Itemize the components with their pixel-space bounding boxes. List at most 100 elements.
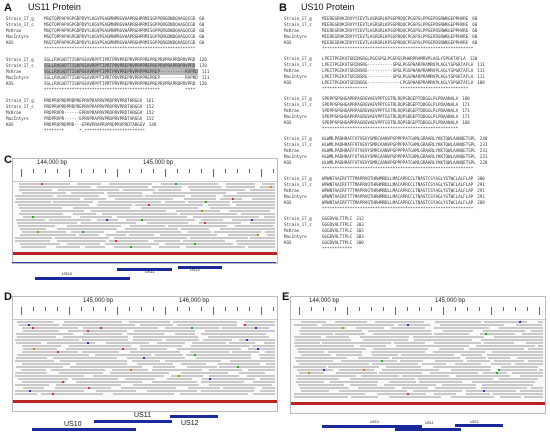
- sequencing-read: [247, 246, 275, 248]
- alignment-row: MacIntyre HLWMLPADHRAFFVTVEVYSMRCAANVPGPP…: [284, 154, 546, 160]
- sequencing-read: [378, 372, 422, 374]
- sequencing-read: [146, 390, 197, 392]
- sequencing-read: [386, 366, 422, 368]
- alignment-row: McKrae MSQTQPPAPVGPGDPDVYLKGVPSAGMNPRGVHA…: [6, 28, 274, 34]
- sequencing-read: [173, 321, 238, 323]
- sequencing-read: [530, 387, 543, 389]
- strain-name: McKrae: [284, 68, 300, 73]
- ruler-tick: [189, 169, 190, 173]
- sequencing-read: [265, 363, 275, 365]
- sequencing-read: [125, 378, 156, 380]
- panel-d-letter: D: [4, 291, 12, 303]
- sequencing-read: [115, 231, 181, 233]
- position: 300: [477, 176, 485, 181]
- mismatch-marker: [257, 348, 260, 350]
- position: 231: [479, 148, 488, 153]
- alignment-row: Strain_17_g WPWNTAAIRFTTTMAPRVQTHRHMRDLLM…: [284, 176, 546, 182]
- sequencing-read: [67, 330, 127, 332]
- sequencing-read: [155, 354, 184, 356]
- ruler-tick: [249, 169, 250, 173]
- sequencing-read: [106, 342, 149, 344]
- strain-name: MacIntyre: [284, 154, 307, 159]
- sequencing-read: [15, 384, 50, 386]
- ruler-tick: [57, 307, 58, 311]
- strain-name: MacIntyre: [6, 34, 29, 39]
- sequencing-read: [128, 234, 154, 236]
- ruler-tick: [237, 307, 238, 311]
- strain-name: Strain_17_c: [284, 62, 312, 67]
- mismatch-marker: [32, 327, 35, 329]
- ruler-tick: [129, 169, 130, 173]
- sequencing-read: [494, 336, 543, 338]
- sequencing-read: [188, 231, 211, 233]
- sequencing-read: [21, 351, 79, 353]
- sequencing-read: [15, 240, 50, 242]
- ruler-tick: [201, 169, 202, 173]
- sequencing-read: [170, 375, 204, 377]
- consensus: ****************************************…: [322, 126, 459, 131]
- sequencing-read: [61, 324, 136, 326]
- ruler-tick: [225, 169, 226, 173]
- sequencing-read: [486, 354, 543, 356]
- alignment-row: MacIntyre WPWNTAAIRFTTTMAPRVQTHRHMRDLLMAC…: [284, 194, 546, 200]
- sequencing-read: [83, 333, 123, 335]
- alignment-row: Strain_17_c MSQTQPPAPVGPGDPDVYLKGVPSAGMNP…: [6, 22, 274, 28]
- mismatch-marker: [250, 219, 253, 221]
- position: 120: [199, 63, 207, 68]
- strain-name: McKrae: [6, 69, 22, 74]
- ruler-tick: [261, 307, 262, 315]
- sequencing-read: [251, 345, 275, 347]
- sequence: SPDPPSPGHGAPRPAGRGVAEVPPTGSTRLRQPSDGEPTD…: [322, 114, 459, 119]
- strain-name: McKrae: [284, 228, 300, 233]
- sequencing-read: [537, 345, 543, 347]
- sequencing-read: [129, 351, 181, 353]
- sequencing-read: [401, 387, 429, 389]
- strain-name: MacIntyre: [284, 34, 307, 39]
- strain-name: KOS: [284, 200, 292, 205]
- reference-track: [291, 402, 545, 405]
- ruler-tick: [491, 307, 492, 315]
- strain-name: McKrae: [284, 188, 300, 193]
- ruler-tick: [503, 307, 504, 311]
- sequencing-read: [134, 204, 204, 206]
- ruler-tick: [33, 307, 34, 311]
- mismatch-marker: [174, 183, 177, 185]
- sequencing-read: [261, 183, 275, 185]
- sequencing-read: [161, 183, 218, 185]
- sequencing-read: [395, 345, 470, 347]
- sequencing-read: [72, 213, 96, 215]
- ruler-tick: [129, 307, 130, 311]
- sequencing-read: [300, 354, 332, 356]
- ruler-tick: [141, 307, 142, 311]
- alignment-row: MacIntyre LPEITPGIKVTGRINSRG----------SPG…: [284, 74, 546, 80]
- sequencing-read: [95, 390, 136, 392]
- tick-label: 144,000 bp: [37, 160, 68, 166]
- sequencing-read: [19, 234, 77, 236]
- position: 60: [472, 22, 478, 27]
- sequence: GGGDVALTTPLC: [322, 240, 353, 245]
- sequencing-read: [388, 396, 442, 398]
- mismatch-marker: [322, 369, 325, 371]
- sequencing-read: [327, 366, 380, 368]
- sequencing-read: [248, 348, 275, 350]
- mismatch-marker: [363, 369, 366, 371]
- panel-b-title: US10 Protein: [301, 2, 355, 12]
- sequence: MIEREGRVKIRVYYIEVTLASRGRLKPSGPRQQCPGSPSL…: [322, 28, 469, 33]
- sequencing-read: [125, 219, 196, 221]
- alignment-row: Strain_17_g HLWMLPADHRAFFVTVEVYSMRCAANVPG…: [284, 136, 546, 142]
- mismatch-marker: [32, 348, 35, 350]
- ruler-tick: [69, 307, 70, 315]
- ruler-tick: [93, 307, 94, 311]
- sequencing-read: [232, 219, 275, 221]
- alignment-row: Strain_17_c PRDPRVPRDPRDPREPRVPRAPRVPRDPR…: [6, 104, 274, 110]
- alignment-row: KOS MSQTQPPAPVGPGDPDVYLKGVPSAGMNPRGVHAPRG…: [6, 40, 274, 46]
- alignment-row: KOS SPDPPSPGHGAPRPAGRGVAEVPPTGSTRLRQPSDGE…: [284, 120, 546, 126]
- sequencing-read: [159, 234, 217, 236]
- sequencing-read: [511, 372, 543, 374]
- consensus: ****************************************…: [44, 46, 196, 51]
- sequencing-read: [18, 189, 52, 191]
- position: 161: [146, 98, 154, 103]
- position: 60: [472, 28, 478, 33]
- sequencing-read: [76, 381, 142, 383]
- sequencing-read: [192, 342, 226, 344]
